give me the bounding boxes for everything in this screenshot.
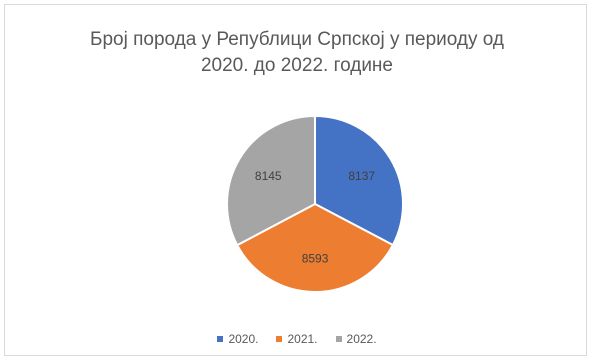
legend-item-2020: 2020. [217, 332, 258, 346]
legend-swatch-2021 [276, 336, 283, 342]
chart-title: Број порода у Републици Српској у период… [0, 27, 594, 79]
chart-title-line-2: 2020. до 2022. године [200, 55, 393, 76]
legend-label-2021: 2021. [287, 332, 318, 346]
data-label-2021: 8593 [302, 252, 329, 266]
pie-slice-2021 [235, 202, 395, 293]
legend-swatch-2020 [217, 336, 224, 342]
pie-slice-2022 [226, 114, 316, 247]
data-label-2022: 8145 [255, 169, 282, 183]
pie-slice-2020 [314, 114, 404, 247]
legend-swatch-2022 [335, 336, 342, 342]
chart-legend: 2020. 2021. 2022. [0, 332, 594, 346]
legend-label-2020: 2020. [228, 332, 259, 346]
data-label-2020: 8137 [348, 169, 375, 183]
chart-title-line-1: Број порода у Републици Српској у период… [89, 29, 505, 50]
legend-item-2021: 2021. [276, 332, 318, 346]
legend-item-2022: 2022. [335, 332, 377, 346]
legend-label-2022: 2022. [346, 332, 377, 346]
